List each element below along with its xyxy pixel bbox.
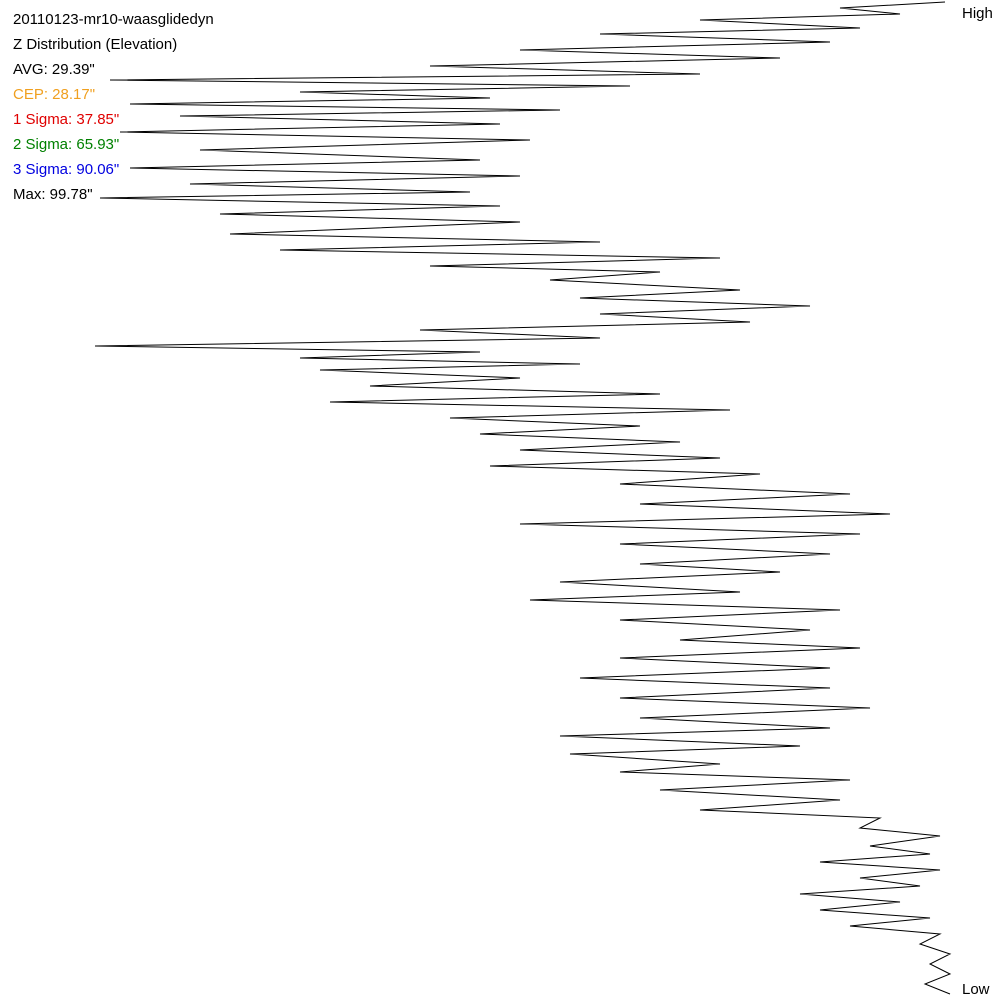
stat-label: Max: 99.78" [13, 186, 93, 203]
stat-label: AVG: 29.39" [13, 61, 95, 78]
stat-label: 3 Sigma: 90.06" [13, 161, 119, 178]
stat-label: 2 Sigma: 65.93" [13, 136, 119, 153]
stat-label: 1 Sigma: 37.85" [13, 111, 119, 128]
chart-subtitle: Z Distribution (Elevation) [13, 36, 177, 53]
stat-label: CEP: 28.17" [13, 86, 95, 103]
trace-line [94, 1, 952, 995]
bottom-label: Low [962, 981, 990, 998]
top-label: High [962, 5, 993, 22]
chart-title: 20110123-mr10-waasglidedyn [13, 11, 214, 28]
